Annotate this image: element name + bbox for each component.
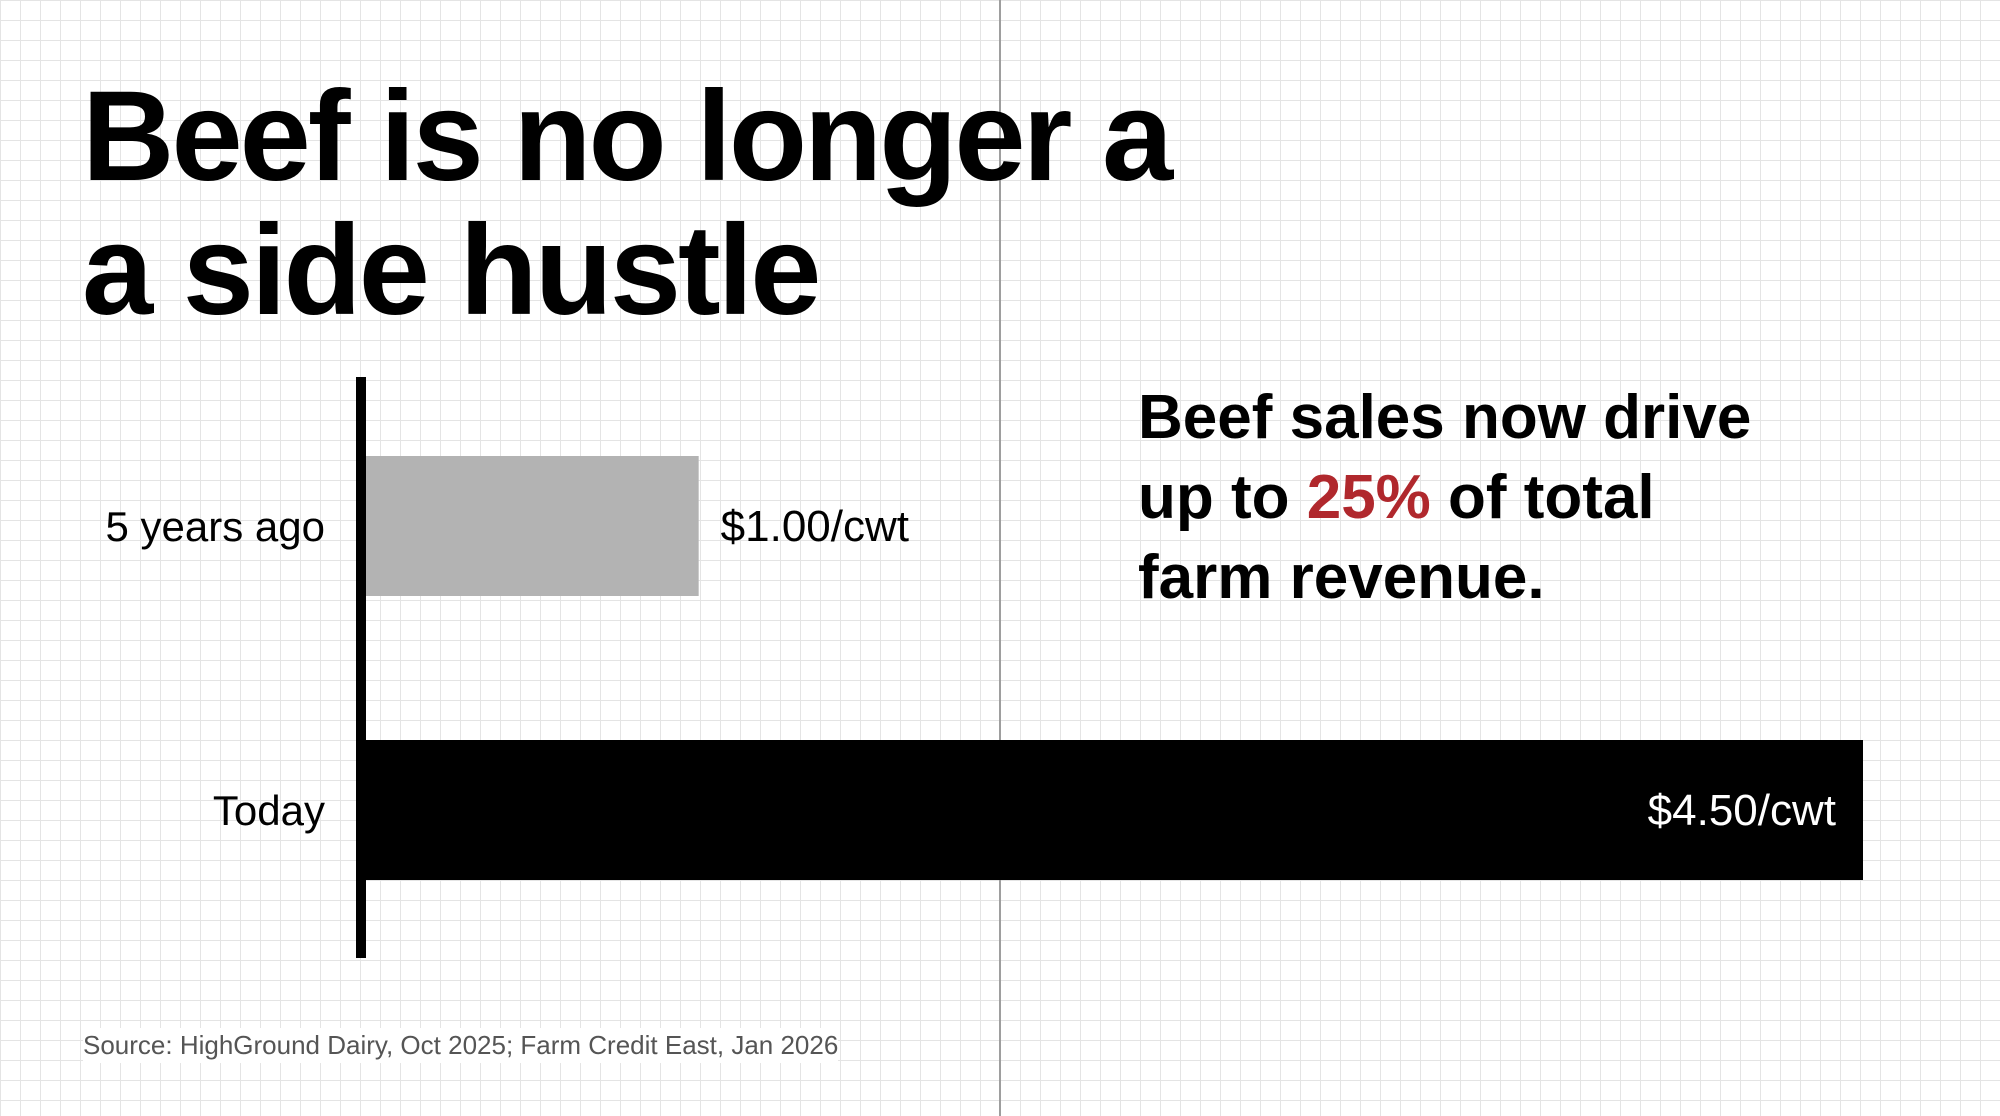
bars-layer <box>366 456 1863 880</box>
labels-layer: 5 years ago $1.00/cwt Today $4.50/cwt <box>106 502 1836 835</box>
value-label-0: $1.00/cwt <box>721 502 909 551</box>
page-title: Beef is no longer a a side hustle <box>82 65 1173 342</box>
center-divider-line <box>999 0 1001 1116</box>
title-line-2: a side hustle <box>82 199 821 342</box>
bar-0 <box>366 456 699 596</box>
category-label-1: Today <box>213 787 325 834</box>
bar-1 <box>366 740 1863 880</box>
callout-line-2-suffix: of total <box>1430 463 1655 532</box>
title-line-1: Beef is no longer a <box>82 65 1173 208</box>
value-label-1: $4.50/cwt <box>1648 786 1836 835</box>
callout-text: Beef sales now drive up to 25% of total … <box>1138 378 1898 618</box>
category-label-0: 5 years ago <box>106 503 325 550</box>
callout-highlight-percent: 25% <box>1306 463 1431 532</box>
source-note: Source: HighGround Dairy, Oct 2025; Farm… <box>83 1028 839 1063</box>
callout-line-3: farm revenue. <box>1138 543 1545 612</box>
callout-line-2-prefix: up to <box>1138 463 1307 532</box>
callout-line-1: Beef sales now drive <box>1138 383 1752 452</box>
